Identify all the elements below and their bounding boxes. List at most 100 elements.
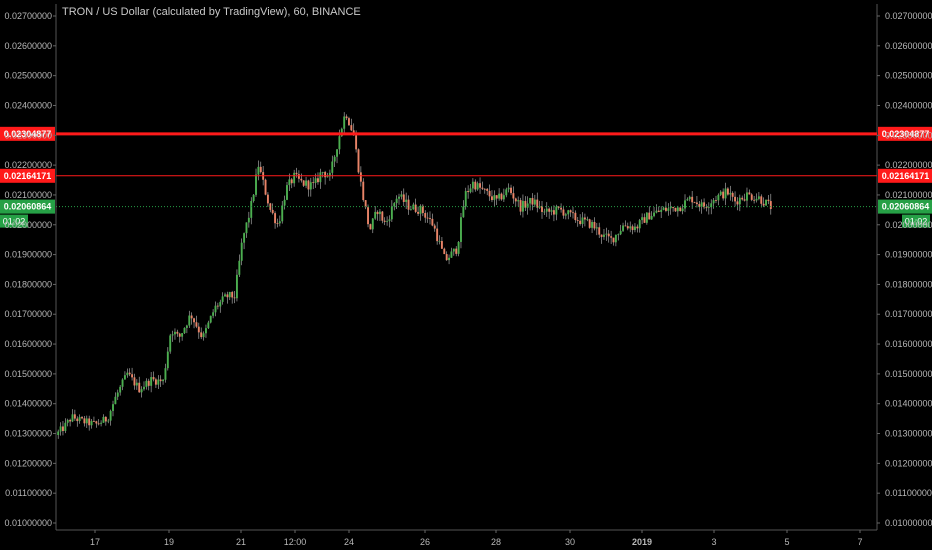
candle-down <box>514 198 517 202</box>
candle-up <box>448 257 451 261</box>
price-tag-right-text: 0.02304877 <box>882 129 930 139</box>
bar-timer-left <box>0 214 28 228</box>
candle-down <box>62 426 64 432</box>
candle-up <box>135 382 138 386</box>
candle-up <box>114 396 117 405</box>
y-tick-label-right: 0.01200000 <box>885 458 932 468</box>
candle-up <box>109 410 112 421</box>
candle-up <box>419 205 422 214</box>
y-tick-label-left: 0.02500000 <box>4 71 52 81</box>
candle-up <box>116 392 119 397</box>
candle-down <box>574 212 577 221</box>
candle-up <box>645 212 648 223</box>
candle-up <box>452 248 455 252</box>
candle-up <box>288 179 291 186</box>
candle-down <box>612 237 615 243</box>
candle-up <box>371 218 374 230</box>
candle-down <box>76 418 79 422</box>
candle-up <box>112 404 114 411</box>
candle-down <box>562 209 565 216</box>
y-tick-label-right: 0.01100000 <box>885 488 932 498</box>
candle-up <box>493 195 496 201</box>
y-tick-label-left: 0.02000000 <box>4 220 52 230</box>
y-tick-label-left: 0.01800000 <box>4 279 52 289</box>
candle-up <box>533 199 536 205</box>
candle-up <box>174 331 176 335</box>
candle-down <box>369 224 372 230</box>
price-axis-right: 0.01000000 0.01100000 0.01200000 0.01300000… <box>877 11 932 528</box>
candle-up <box>145 380 148 387</box>
candle-up <box>183 327 186 334</box>
y-tick-label-left: 0.01400000 <box>4 399 52 409</box>
x-tick-label: 26 <box>420 537 430 547</box>
candle-up <box>655 210 658 213</box>
y-tick-label-right: 0.01000000 <box>885 518 932 528</box>
y-tick-label-left: 0.02100000 <box>4 190 52 200</box>
candle-up <box>202 333 205 338</box>
candle-up <box>121 379 124 387</box>
candle-up <box>471 181 474 189</box>
candle-up <box>660 209 663 212</box>
candle-down <box>231 292 234 298</box>
candle-down <box>495 195 498 199</box>
candle-up <box>235 274 238 299</box>
candle-up <box>219 301 222 307</box>
candle-up <box>591 221 594 228</box>
x-tick-label: 12:00 <box>284 537 307 547</box>
candle-down <box>674 207 677 212</box>
y-tick-label-left: 0.02600000 <box>4 41 52 51</box>
price-tag-left <box>0 126 55 141</box>
candle-up <box>59 426 62 432</box>
candle-up <box>293 172 296 184</box>
candle-up <box>521 200 524 212</box>
candle-up <box>405 199 408 202</box>
candle-down <box>483 188 486 190</box>
candle-up <box>595 227 598 229</box>
y-tick-label-left: 0.01600000 <box>4 339 52 349</box>
candle-up <box>526 203 529 208</box>
candle-up <box>669 207 672 209</box>
price-axis-left: 0.01000000 0.01100000 0.01200000 0.01300000… <box>4 11 56 528</box>
candle-down <box>264 179 267 195</box>
candle-down <box>433 225 436 229</box>
candle-down <box>88 418 91 426</box>
candle-down <box>512 193 515 199</box>
candle-down <box>357 149 360 173</box>
x-tick-label: 28 <box>491 537 501 547</box>
price-tag-left <box>0 199 55 214</box>
candle-up <box>102 416 105 423</box>
candle-up <box>140 389 143 393</box>
candle-down <box>762 203 765 206</box>
candle-up <box>209 315 212 323</box>
candle-up <box>634 226 636 231</box>
candle-down <box>510 187 512 194</box>
y-tick-label-right: 0.01300000 <box>885 429 932 439</box>
candle-up <box>240 242 243 261</box>
candle-down <box>133 377 136 386</box>
bar-timer-left-text: 01:02 <box>3 217 26 227</box>
candle-up <box>684 200 686 209</box>
candle-down <box>226 294 229 298</box>
candle-up <box>738 197 741 205</box>
y-tick-label-left: 0.01200000 <box>4 458 52 468</box>
candle-up <box>707 207 710 208</box>
candle-down <box>491 196 493 201</box>
candle-up <box>85 418 88 424</box>
candle-up <box>464 191 467 207</box>
bar-timer-right-text: 01:02 <box>905 217 928 227</box>
candle-up <box>717 194 720 201</box>
candle-down <box>269 203 272 210</box>
candle-down <box>271 209 274 214</box>
candle-down <box>588 219 591 228</box>
candle-up <box>224 294 226 297</box>
candle-down <box>443 248 446 255</box>
candle-down <box>486 188 489 191</box>
candle-up <box>641 217 644 221</box>
candle-down <box>569 210 572 213</box>
candle-up <box>343 116 346 129</box>
candle-down <box>95 421 98 424</box>
candle-up <box>331 161 334 173</box>
candle-up <box>667 208 670 211</box>
candle-up <box>386 221 389 222</box>
